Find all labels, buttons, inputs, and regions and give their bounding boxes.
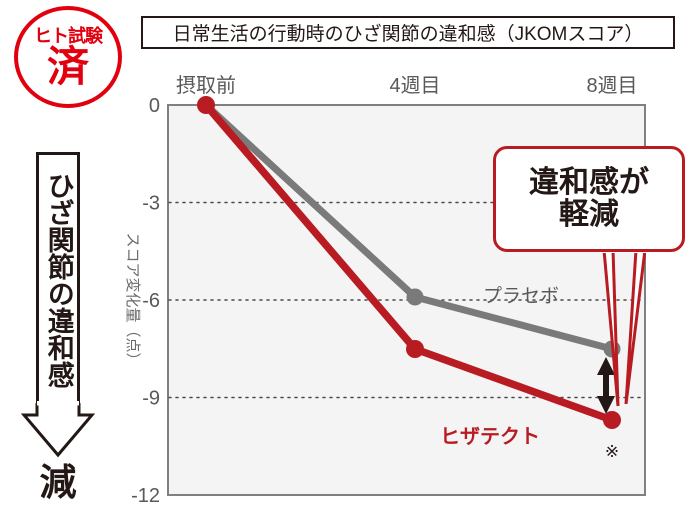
ytick-minus3: -3 <box>142 193 160 215</box>
human-trial-seal: ヒト試験 済 <box>14 6 122 108</box>
callout-line2: 軽減 <box>559 198 619 231</box>
page-title: 日常生活の行動時のひざ関節の違和感（JKOMスコア） <box>172 24 644 45</box>
ytick-minus6: -6 <box>142 290 160 312</box>
callout-box: 違和感が 軽減 <box>493 146 685 252</box>
series-point-placebo-1 <box>406 288 424 306</box>
ytick-minus9: -9 <box>142 388 160 410</box>
series-point-hizatect-2 <box>603 411 621 429</box>
arrow-bottom-label: 減 <box>39 462 77 503</box>
difference-arrow-icon <box>597 357 615 414</box>
series-label-hizatect: ヒザテクト <box>440 425 540 448</box>
seal-line2: 済 <box>46 42 89 90</box>
xtick-baseline: 摂取前 <box>176 74 236 97</box>
ytick-minus12: -12 <box>131 485 160 507</box>
knee-discomfort-arrow: ひざ関節の違和感 減 <box>21 152 95 522</box>
series-point-hizatect-0 <box>197 96 215 114</box>
ytick-0: 0 <box>149 95 160 117</box>
seal-line1: ヒト試験 <box>34 25 103 46</box>
y-axis-label: スコア変化量（点） <box>124 232 141 367</box>
series-label-placebo: プラセボ <box>483 285 559 307</box>
callout-line1: 違和感が <box>529 165 649 199</box>
arrow-vertical-label: ひざ関節の違和感 <box>43 171 74 388</box>
significance-mark: ※ <box>605 442 619 461</box>
xtick-week4: 4週目 <box>389 74 440 97</box>
chart-title-box: 日常生活の行動時のひざ関節の違和感（JKOMスコア） <box>141 16 675 49</box>
xtick-week8: 8週目 <box>586 74 637 97</box>
series-point-hizatect-1 <box>406 340 424 358</box>
arrow-head-icon <box>21 401 95 458</box>
arrow-shaft: ひざ関節の違和感 <box>36 152 80 404</box>
